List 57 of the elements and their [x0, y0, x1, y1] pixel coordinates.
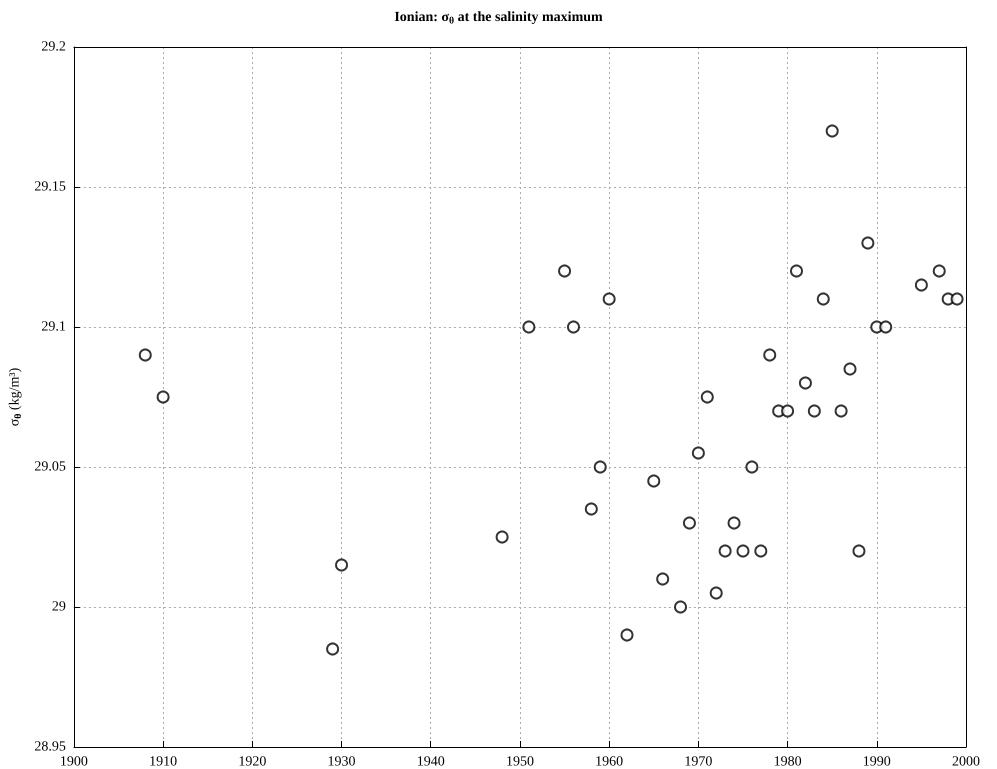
x-tick-label: 1900: [60, 754, 88, 769]
point: [834, 404, 848, 418]
point: [718, 544, 732, 558]
point: [816, 292, 830, 306]
y-axis-title: σθ (kg/m³): [8, 367, 24, 426]
point: [728, 516, 741, 530]
x-tick-label: 1960: [595, 754, 624, 769]
point: [496, 530, 509, 544]
y-tick-label: 29: [52, 600, 66, 614]
y-tick-label: 28.95: [34, 740, 66, 754]
x-tick-label: 1930: [328, 754, 356, 769]
point: [674, 600, 688, 614]
point: [914, 278, 928, 292]
x-tick-label: 1950: [506, 754, 534, 769]
point: [566, 320, 580, 334]
point: [754, 544, 768, 558]
x-tick-label: 2000: [952, 754, 980, 769]
point: [522, 320, 536, 334]
x-tick-label: 1940: [416, 754, 445, 769]
point: [781, 404, 794, 418]
point: [138, 348, 152, 362]
point: [584, 502, 598, 516]
point: [763, 348, 776, 362]
y-tick-label: 29.15: [34, 180, 66, 194]
point: [736, 544, 750, 558]
point: [826, 124, 839, 138]
x-tick-label: 1910: [149, 754, 178, 769]
point: [656, 572, 670, 586]
point: [745, 460, 758, 474]
point: [852, 544, 866, 558]
point: [692, 446, 705, 460]
point: [879, 320, 892, 334]
point: [710, 586, 723, 600]
point: [861, 236, 874, 250]
point: [790, 264, 803, 278]
x-tick-label: 1920: [238, 754, 266, 769]
y-tick-label: 29.2: [41, 40, 66, 54]
point: [620, 628, 634, 642]
point: [700, 390, 714, 404]
y-tick-label: 29.05: [34, 460, 66, 474]
x-tick-label: 1990: [862, 754, 891, 769]
point: [156, 390, 170, 404]
point: [844, 362, 857, 376]
point: [602, 292, 616, 306]
point: [682, 516, 696, 530]
point: [808, 404, 821, 418]
point: [558, 264, 572, 278]
point: [335, 558, 348, 572]
point: [798, 376, 812, 390]
point: [932, 264, 946, 278]
x-tick-label: 1980: [774, 754, 802, 769]
point: [950, 292, 964, 306]
x-tick-label: 1970: [684, 754, 712, 769]
point: [326, 642, 340, 656]
point: [594, 460, 607, 474]
y-tick-label: 29.1: [41, 320, 66, 334]
point: [647, 474, 660, 488]
